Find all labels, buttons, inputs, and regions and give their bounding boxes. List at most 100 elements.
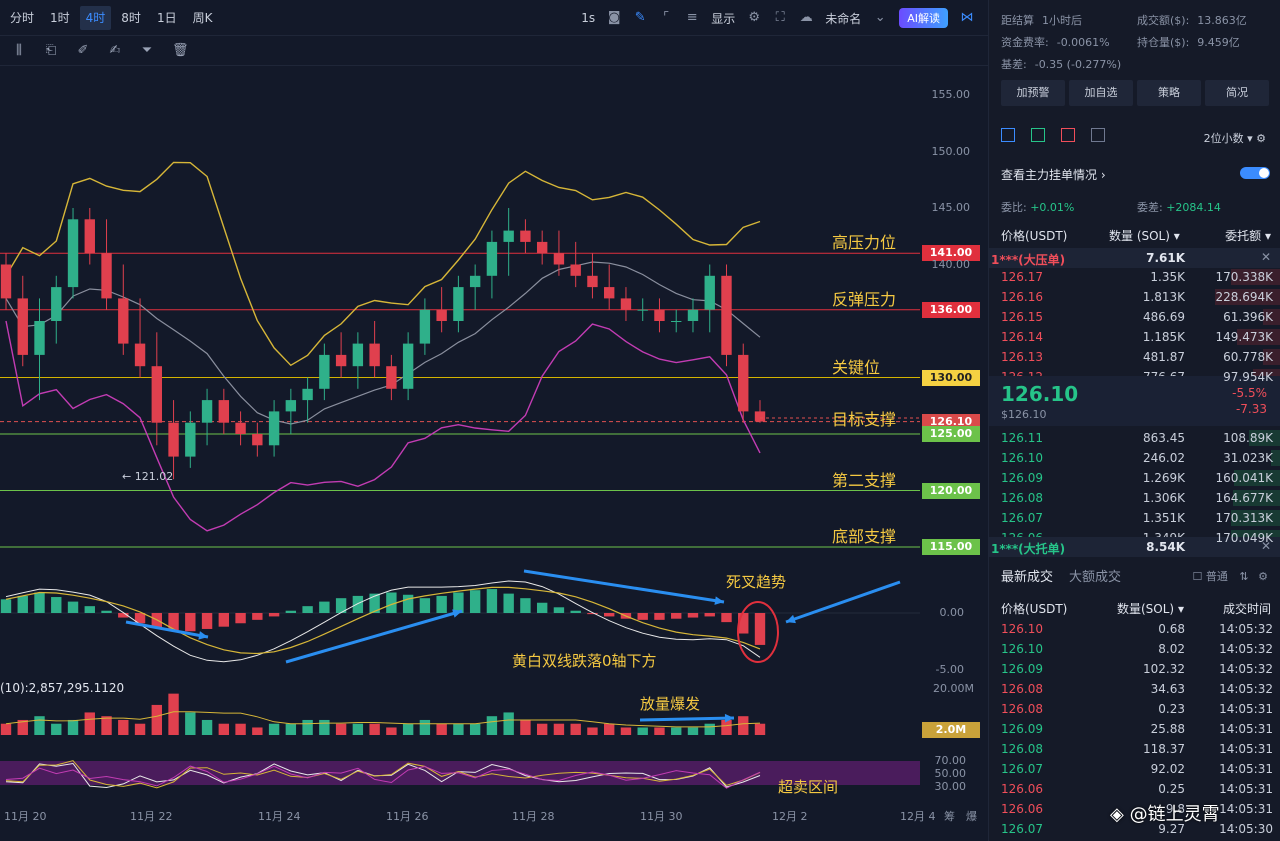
sort-icon[interactable]: ⇅ — [1239, 570, 1249, 583]
chevron-down-icon[interactable]: ⌄ — [874, 10, 886, 25]
settings-icon[interactable]: ⚙ — [1258, 570, 1268, 583]
candle — [553, 230, 565, 276]
orderbook-row[interactable]: 126.17 1.35K 170.338K — [989, 267, 1280, 287]
stat-value: 1小时后 — [1042, 14, 1082, 27]
crop-icon[interactable]: ⌜ — [663, 10, 670, 25]
layout-name[interactable]: 未命名 — [825, 11, 862, 26]
volume-bar — [319, 719, 330, 735]
bottom-tool-label[interactable]: 筹 — [944, 810, 955, 823]
bids-only-icon[interactable] — [1031, 128, 1045, 142]
menu-icon[interactable]: ≡ — [686, 10, 698, 25]
trade-qty: 8.02 — [1158, 642, 1185, 656]
action-button[interactable]: 策略 — [1137, 80, 1201, 106]
tab-timeframe[interactable]: 1时 — [50, 10, 70, 25]
orderbook-row[interactable]: 126.07 1.351K 170.313K — [989, 508, 1280, 528]
filter-icon[interactable]: ⏷ — [141, 42, 153, 58]
cloud-icon[interactable]: ☁ — [799, 10, 813, 25]
volume-bar — [520, 719, 531, 735]
y-axis-tick: 150.00 — [931, 144, 971, 158]
depth-icon[interactable] — [1091, 128, 1105, 142]
chart-canvas[interactable] — [0, 66, 988, 841]
macd-bar — [738, 613, 749, 634]
orderbook-row[interactable]: 126.11 863.45 108.89K — [989, 428, 1280, 448]
volume-ma-label: (10):2,857,295.1120 — [0, 681, 125, 695]
close-icon[interactable]: ✕ — [1260, 250, 1271, 264]
share-icon[interactable]: ⋈ — [960, 10, 974, 25]
main-order-link[interactable]: 查看主力挂单情况 › — [1001, 168, 1106, 182]
macd-bar — [469, 590, 481, 613]
orderbook-row[interactable]: 126.15 486.69 61.396K — [989, 307, 1280, 327]
volume-bar — [738, 716, 749, 735]
trade-qty: 102.32 — [1143, 662, 1185, 676]
both-sides-icon[interactable] — [1001, 128, 1015, 142]
asks-only-icon[interactable] — [1061, 128, 1075, 142]
trade-row: 126.07 9.27 14:05:30 — [989, 820, 1280, 840]
macd-bar — [118, 613, 129, 618]
price-level-tag: 130.00 — [922, 369, 980, 386]
macd-bar — [570, 610, 581, 613]
candle — [335, 332, 347, 378]
tab-timeframe[interactable]: 1日 — [156, 10, 177, 25]
interval-select[interactable]: 1s — [581, 11, 596, 25]
volume-axis-tick: 20.00M — [933, 682, 974, 695]
price-level-tag: 115.00 — [922, 539, 980, 555]
macd-bar — [687, 613, 699, 618]
ob-qty: 1.306K — [1142, 491, 1185, 505]
action-button[interactable]: 加预警 — [1001, 80, 1065, 106]
camera-icon[interactable]: ◙ — [607, 10, 621, 25]
tab-latest-trades[interactable]: 最新成交 — [1001, 570, 1054, 585]
trade-qty: 0.23 — [1158, 702, 1185, 716]
tab-timeframe[interactable]: 4时 — [79, 5, 112, 30]
orderbook-row[interactable]: 126.13 481.87 60.778K — [989, 347, 1280, 367]
brush-icon[interactable]: ✍ — [109, 42, 121, 58]
ai-analysis-button[interactable]: AI解读 — [899, 8, 948, 28]
ob-qty: 1.185K — [1142, 330, 1185, 344]
action-button[interactable]: 简况 — [1205, 80, 1269, 106]
decimals-select[interactable]: 2位小数 ▾ ⚙ — [1203, 132, 1266, 145]
clipboard-icon[interactable]: ⎗ — [45, 42, 57, 58]
trade-header-qty[interactable]: 数量(SOL) ▾ — [1117, 602, 1184, 616]
candle — [704, 264, 715, 333]
big-sell-row[interactable]: 1***(大压单) 7.61K ✕ — [989, 248, 1280, 268]
display-button[interactable]: 显示 — [711, 11, 736, 26]
trade-row: 126.08 0.23 14:05:31 — [989, 700, 1280, 720]
trade-row: 126.07 92.02 14:05:31 — [989, 760, 1280, 780]
tab-timeframe[interactable]: 8时 — [121, 10, 141, 25]
settings-icon[interactable]: ⚙ — [748, 10, 761, 25]
orderbook-row[interactable]: 126.09 1.269K 160.041K — [989, 468, 1280, 488]
main-order-toggle[interactable] — [1240, 167, 1270, 179]
orderbook-row[interactable]: 126.14 1.185K 149.473K — [989, 327, 1280, 347]
macd-dif-line — [5, 580, 761, 663]
price-level-label: 高压力位 — [832, 233, 897, 253]
close-icon[interactable]: ✕ — [1260, 539, 1271, 553]
bollinger-lower — [5, 320, 761, 532]
candle — [637, 298, 648, 321]
orderbook-row[interactable]: 126.10 246.02 31.023K — [989, 448, 1280, 468]
bottom-tool-label[interactable]: 爆 — [966, 810, 977, 823]
orderbook-row[interactable]: 126.16 1.813K 228.694K — [989, 287, 1280, 307]
trade-qty: 92.02 — [1150, 762, 1185, 776]
trash-icon[interactable]: 🗑 — [172, 42, 189, 58]
macd-axis-tick: 0.00 — [939, 606, 965, 619]
tab-timeframe[interactable]: 分时 — [10, 10, 35, 25]
ob-header-total[interactable]: 委托额 ▾ — [1225, 229, 1271, 243]
stat-value: -0.35 (-0.277%) — [1034, 58, 1122, 71]
low-price-marker: ← 121.02 — [122, 470, 174, 483]
tab-timeframe[interactable]: 周K — [192, 10, 213, 25]
orderbook-row[interactable]: 126.08 1.306K 164.677K — [989, 488, 1280, 508]
fullscreen-icon[interactable]: ⛶ — [775, 10, 785, 25]
indicator-icon[interactable]: ⫼ — [16, 42, 22, 58]
candle — [369, 321, 380, 378]
big-buy-row[interactable]: 1***(大托单) 8.54K ✕ — [989, 537, 1280, 557]
action-button[interactable]: 加自选 — [1069, 80, 1133, 106]
ob-header-qty[interactable]: 数量 (SOL) ▾ — [1109, 229, 1180, 243]
volume-bar — [252, 727, 263, 735]
common-label[interactable]: 普通 — [1205, 570, 1228, 583]
pencil-icon[interactable]: ✎ — [634, 10, 646, 25]
edit-icon[interactable]: ✐ — [77, 42, 89, 58]
tab-large-trades[interactable]: 大额成交 — [1069, 570, 1122, 585]
annotation-below-zero: 黄白双线跌落0轴下方 — [512, 652, 657, 670]
ob-price: 126.15 — [1001, 310, 1043, 324]
death-cross-circle — [737, 601, 779, 663]
checkbox-icon[interactable]: ☐ — [1192, 570, 1203, 583]
